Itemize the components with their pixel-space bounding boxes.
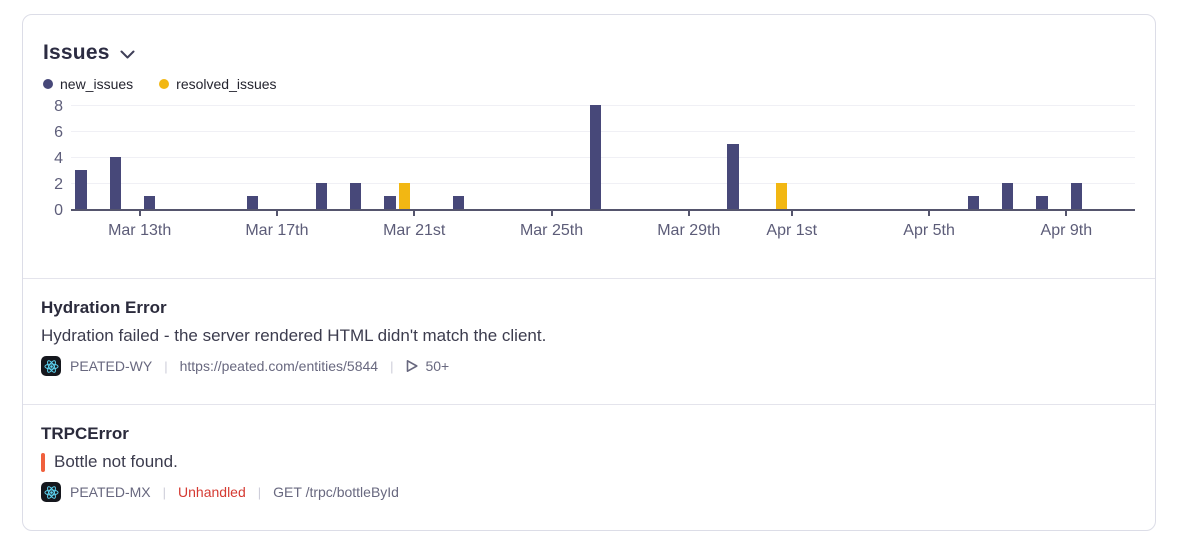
y-axis: 0 2 4 6 8 (43, 99, 71, 219)
plot-area: Mar 13th Mar 17th Mar 21st Mar 25th Mar 29th… (71, 105, 1135, 239)
meta-separator: | (257, 484, 262, 500)
x-axis-tick (550, 211, 553, 216)
replay-count-label: 50+ (425, 358, 450, 374)
x-axis-label: Apr 1st (766, 222, 818, 239)
bar-resolved_issues[interactable] (776, 183, 788, 209)
legend-item-resolved_issues[interactable]: resolved_issues (159, 76, 277, 92)
issue-message-text: Hydration failed - the server rendered H… (41, 326, 547, 345)
bar-new_issues[interactable] (349, 183, 362, 209)
x-axis-tick (790, 211, 793, 216)
meta-separator: | (164, 358, 168, 374)
issue-item[interactable]: TRPCError Bottle not found. PEATED-MX | … (23, 405, 1155, 530)
chevron-down-icon[interactable] (120, 50, 135, 60)
y-axis-label: 8 (54, 98, 63, 115)
x-axis-tick (928, 211, 931, 216)
y-axis-label: 6 (54, 124, 63, 141)
meta-separator: | (162, 484, 167, 500)
widget-header: Issues (43, 41, 1135, 65)
play-icon (407, 359, 419, 372)
bar-new_issues[interactable] (109, 157, 121, 209)
gridline (71, 105, 1135, 106)
issue-url[interactable]: https://peated.com/entities/5844 (179, 358, 379, 374)
unhandled-tag: Unhandled (178, 484, 246, 500)
chart-legend: new_issues resolved_issues (43, 76, 1135, 92)
legend-item-new_issues[interactable]: new_issues (43, 76, 133, 92)
x-axis-label: Apr 9th (1040, 222, 1093, 239)
react-icon (41, 356, 61, 376)
issue-item[interactable]: Hydration Error Hydration failed - the s… (23, 279, 1155, 405)
bar-new_issues[interactable] (590, 105, 602, 209)
bar-new_issues[interactable] (246, 196, 259, 209)
x-axis-tick (275, 211, 278, 216)
issue-message-text: Bottle not found. (54, 452, 178, 471)
issue-message: Bottle not found. (41, 452, 1137, 472)
x-axis-tick (1065, 211, 1068, 216)
x-axis-label: Apr 5th (903, 222, 955, 239)
react-icon (41, 482, 61, 502)
x-axis-tick (413, 211, 416, 216)
bar-new_issues[interactable] (384, 196, 396, 209)
gridline (71, 183, 1135, 184)
bar-new_issues[interactable] (452, 196, 465, 209)
x-axis-label: Mar 29th (657, 222, 721, 239)
bar-new_issues[interactable] (75, 170, 87, 209)
x-axis-tick (687, 211, 690, 216)
y-axis-label: 4 (54, 150, 63, 167)
bar-new_issues[interactable] (143, 196, 156, 209)
x-axis-label: Mar 25th (519, 222, 584, 239)
y-axis-label: 2 (54, 176, 63, 193)
bar-new_issues[interactable] (315, 183, 327, 209)
issue-message: Hydration failed - the server rendered H… (41, 326, 1137, 346)
x-axis-label: Mar 17th (245, 222, 309, 239)
bar-resolved_issues[interactable] (398, 183, 410, 209)
bar-new_issues[interactable] (1002, 183, 1014, 209)
replay-count[interactable]: 50+ (405, 358, 449, 374)
issues-chart-panel: Issues new_issues resolved_issues 0 2 4 6 8 M… (23, 15, 1155, 279)
legend-dot (43, 79, 53, 89)
bar-new_issues[interactable] (727, 144, 739, 209)
issue-meta: PEATED-WY | https://peated.com/entities/… (41, 356, 1137, 376)
legend-dot (159, 79, 170, 89)
issue-meta: PEATED-MX | Unhandled | GET /trpc/bottle… (41, 482, 1137, 502)
legend-label: resolved_issues (176, 76, 277, 92)
x-axis-label: Mar 21st (383, 222, 446, 239)
x-axis-tick (138, 211, 141, 216)
bar-new_issues[interactable] (967, 196, 979, 209)
issue-title[interactable]: Hydration Error (41, 298, 167, 317)
issue-title[interactable]: TRPCError (41, 424, 129, 443)
project-slug: PEATED-MX (70, 484, 151, 500)
legend-label: new_issues (60, 76, 134, 92)
bar-new_issues[interactable] (1070, 183, 1082, 209)
meta-separator: | (390, 358, 394, 374)
crash-marker (41, 452, 45, 472)
gridline (71, 157, 1135, 158)
widget-title[interactable]: Issues (43, 41, 110, 64)
bar-new_issues[interactable] (1036, 196, 1048, 209)
x-axis-label: Mar 13th (108, 222, 172, 239)
project-slug: PEATED-WY (70, 358, 153, 374)
issues-widget-card: Issues new_issues resolved_issues 0 2 4 6 8 M… (22, 14, 1156, 531)
gridline (71, 131, 1135, 132)
y-axis-label: 0 (54, 202, 63, 219)
transaction-endpoint: GET /trpc/bottleById (273, 484, 399, 500)
